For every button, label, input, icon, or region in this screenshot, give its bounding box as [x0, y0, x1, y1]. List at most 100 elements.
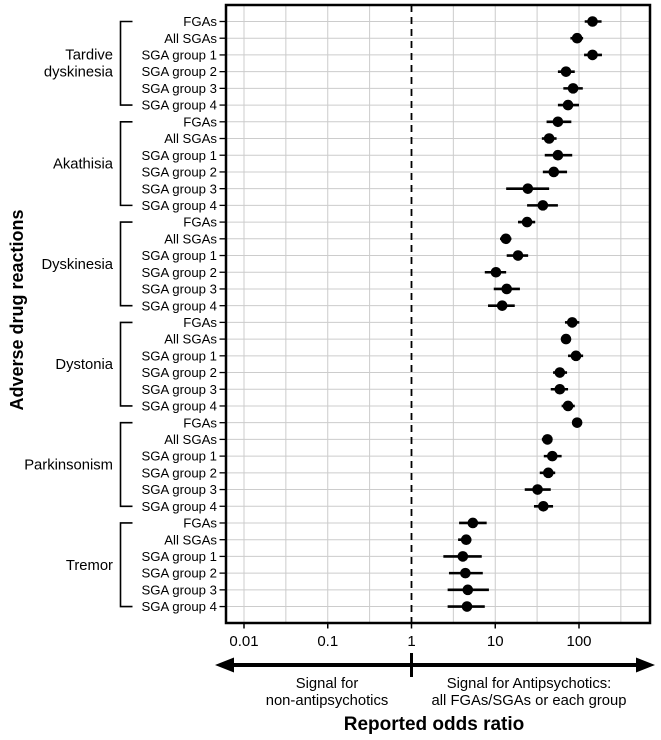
arrowhead-right-icon — [636, 657, 655, 673]
row-label: SGA group 3 — [141, 282, 217, 297]
data-point — [543, 467, 554, 479]
row-label: All SGAs — [164, 432, 217, 447]
row-label: SGA group 1 — [141, 148, 217, 163]
data-point — [560, 333, 572, 345]
data-point — [532, 484, 543, 495]
arrowhead-left-icon — [215, 657, 234, 673]
group-label: Akathisia — [53, 157, 114, 173]
row-label: FGAs — [183, 516, 217, 531]
data-point — [566, 317, 578, 328]
group-label: Dyskinesia — [41, 257, 113, 273]
x-tick-label: 0.01 — [229, 633, 258, 650]
y-axis-title: Adverse drug reactions — [7, 209, 27, 410]
data-point — [501, 283, 513, 295]
group-bracket — [119, 221, 133, 307]
data-point — [500, 233, 512, 245]
row-label: SGA group 2 — [141, 465, 217, 480]
row-label: SGA group 2 — [141, 566, 217, 581]
row-label: SGA group 4 — [141, 298, 217, 313]
row-label: SGA group 4 — [141, 399, 217, 414]
data-point — [552, 116, 564, 128]
row-label: SGA group 4 — [141, 499, 217, 514]
data-point — [587, 49, 598, 61]
row-label: All SGAs — [164, 231, 217, 246]
row-label: SGA group 4 — [141, 98, 217, 113]
row-label: SGA group 1 — [141, 348, 217, 363]
row-label: FGAs — [183, 315, 217, 330]
row-label: All SGAs — [164, 332, 217, 347]
data-point — [457, 551, 469, 562]
group-bracket — [119, 120, 133, 207]
x-tick-label: 10 — [487, 633, 504, 650]
data-point — [562, 400, 574, 412]
data-point — [571, 417, 583, 428]
row-label: SGA group 3 — [141, 181, 217, 196]
data-point — [552, 149, 564, 161]
row-label: SGA group 3 — [141, 482, 217, 497]
data-point — [460, 534, 472, 545]
data-point — [522, 183, 534, 194]
row-label: SGA group 3 — [141, 81, 217, 96]
row-label: SGA group 4 — [141, 198, 217, 213]
group-bracket — [119, 321, 133, 407]
row-label: FGAs — [183, 114, 217, 129]
x-tick-label: 0.1 — [317, 633, 338, 650]
data-point — [460, 567, 471, 579]
group-label: Tremor — [66, 558, 113, 574]
x-axis-title: Reported odds ratio — [344, 714, 525, 735]
data-point — [560, 66, 572, 77]
data-point — [570, 350, 582, 362]
plot-border — [224, 3, 652, 625]
row-label: FGAs — [183, 14, 217, 29]
data-point — [587, 16, 598, 27]
data-point — [548, 166, 560, 178]
data-point — [537, 200, 549, 211]
data-point — [462, 584, 474, 596]
row-label: SGA group 2 — [141, 165, 217, 180]
row-label: SGA group 3 — [141, 582, 217, 597]
x-tick-label: 100 — [566, 633, 591, 650]
row-label: SGA group 1 — [141, 248, 217, 263]
row-label: SGA group 2 — [141, 265, 217, 280]
right-signal-label: Signal for Antipsychotics: — [447, 676, 612, 692]
group-label: dyskinesia — [44, 64, 114, 80]
data-point — [554, 367, 566, 378]
row-label: FGAs — [183, 215, 217, 230]
data-point — [547, 450, 558, 462]
data-point — [496, 300, 508, 311]
data-point — [554, 383, 566, 395]
data-point — [562, 99, 574, 111]
group-label: Parkinsonism — [24, 457, 113, 473]
left-signal-label: Signal for — [296, 676, 359, 692]
data-point — [542, 434, 553, 445]
row-label: SGA group 2 — [141, 365, 217, 380]
x-tick-label: 1 — [407, 633, 415, 650]
data-point — [467, 517, 479, 529]
data-point — [543, 133, 555, 144]
group-label: Tardive — [65, 47, 113, 63]
data-point — [571, 32, 583, 44]
row-label: SGA group 1 — [141, 449, 217, 464]
data-point — [461, 601, 473, 612]
row-label: SGA group 2 — [141, 64, 217, 79]
data-point — [512, 250, 524, 261]
data-point — [521, 216, 533, 228]
row-label: SGA group 3 — [141, 382, 217, 397]
group-label: Dystonia — [55, 357, 113, 373]
group-bracket — [119, 20, 133, 106]
group-bracket — [119, 421, 133, 508]
row-label: FGAs — [183, 415, 217, 430]
row-label: SGA group 1 — [141, 48, 217, 63]
right-signal-label: all FGAs/SGAs or each group — [432, 693, 627, 709]
row-label: All SGAs — [164, 31, 217, 46]
row-label: SGA group 1 — [141, 549, 217, 564]
left-signal-label: non-antipsychotics — [266, 693, 389, 709]
data-point — [567, 83, 579, 94]
group-bracket — [119, 522, 133, 608]
row-label: SGA group 4 — [141, 599, 217, 614]
row-label: All SGAs — [164, 131, 217, 146]
data-point — [538, 500, 549, 512]
